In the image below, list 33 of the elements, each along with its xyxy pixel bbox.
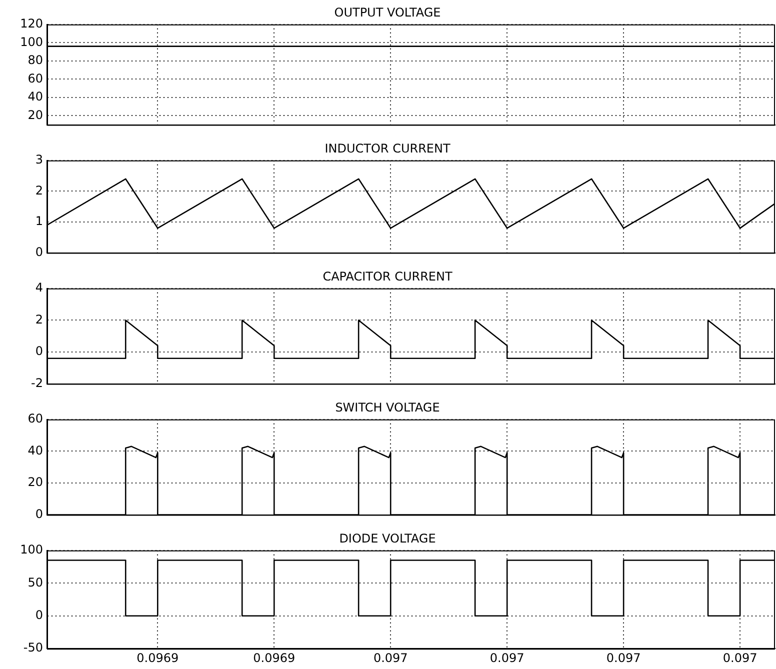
y-tick-label: 40 bbox=[28, 443, 43, 458]
y-tick-label: 1 bbox=[35, 214, 43, 228]
y-tick-label: -50 bbox=[23, 640, 43, 655]
y-tick-label: 0 bbox=[35, 608, 43, 622]
x-tick-label: 0.097 bbox=[722, 650, 758, 665]
chart-title: DIODE VOLTAGE bbox=[339, 531, 436, 546]
y-tick-label: 100 bbox=[20, 542, 43, 557]
y-tick-label: 50 bbox=[28, 575, 43, 590]
chart-title: INDUCTOR CURRENT bbox=[324, 141, 451, 156]
x-tick-label: 0.0969 bbox=[253, 650, 296, 665]
x-tick-label: 0.097 bbox=[490, 650, 524, 665]
x-tick-label: 0.097 bbox=[373, 650, 408, 665]
y-tick-label: 2 bbox=[35, 183, 43, 198]
y-tick-label: 0 bbox=[35, 244, 43, 259]
y-tick-label: 3 bbox=[35, 152, 43, 167]
y-tick-label: 80 bbox=[28, 53, 43, 68]
y-tick-label: 4 bbox=[35, 280, 43, 295]
y-tick-label: 120 bbox=[20, 16, 43, 31]
y-tick-label: 60 bbox=[28, 412, 43, 426]
y-tick-label: 100 bbox=[20, 34, 43, 49]
y-tick-label: 0 bbox=[35, 344, 43, 358]
y-tick-label: 20 bbox=[28, 475, 43, 490]
x-tick-label: 0.0969 bbox=[136, 650, 179, 665]
chart-title: OUTPUT VOLTAGE bbox=[334, 5, 441, 20]
y-tick-label: 2 bbox=[35, 312, 43, 326]
y-tick-label: 60 bbox=[28, 71, 43, 86]
y-tick-label: 0 bbox=[35, 506, 43, 521]
y-tick-label: 40 bbox=[28, 90, 43, 104]
y-tick-label: 20 bbox=[28, 108, 43, 122]
y-tick-label: -2 bbox=[31, 376, 43, 390]
x-tick-label: 0.097 bbox=[606, 650, 641, 665]
chart-title: CAPACITOR CURRENT bbox=[322, 269, 453, 284]
chart-title: SWITCH VOLTAGE bbox=[335, 400, 440, 414]
